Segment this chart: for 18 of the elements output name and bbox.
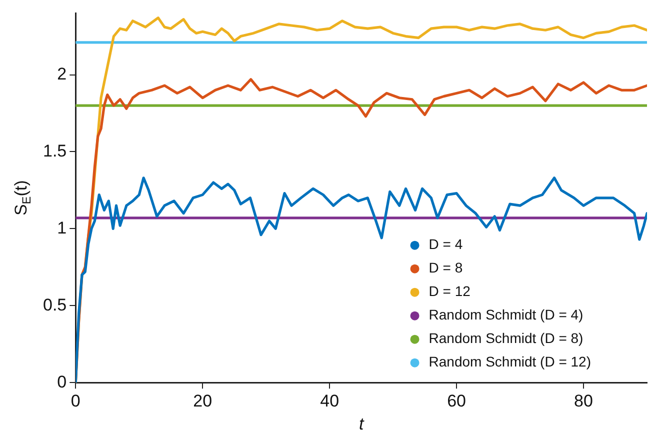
y-axis-title: SE(t): [12, 180, 34, 216]
y-tick-label: 0.5: [42, 295, 67, 314]
x-tick-label: 0: [70, 391, 80, 410]
legend-label: Random Schmidt (D = 8): [428, 330, 584, 346]
legend-label: D = 4: [428, 236, 463, 252]
legend-label: Random Schmidt (D = 4): [428, 306, 584, 323]
x-tick-label: 60: [447, 391, 466, 410]
y-tick-label: 1.5: [42, 141, 67, 160]
legend-label: D = 8: [428, 260, 463, 276]
x-axis-title: t: [358, 414, 365, 434]
legend-label: D = 12: [428, 283, 471, 300]
y-tick-label: 0: [57, 372, 67, 392]
y-tick-label: 1: [57, 218, 67, 238]
y-tick-label: 2: [57, 64, 67, 84]
x-tick-label: 80: [574, 391, 593, 410]
x-tick-label: 40: [320, 391, 340, 410]
x-tick-label: 20: [193, 391, 212, 410]
legend-label: Random Schmidt (D = 12): [428, 354, 592, 370]
